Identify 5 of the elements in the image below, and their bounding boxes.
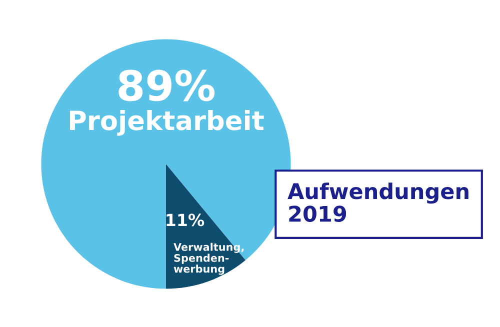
- text: Aufwendungen 2019: [288, 182, 468, 222]
- data-label: 89%: [118, 70, 215, 102]
- slice-label: Projektarbeit: [70, 110, 264, 136]
- slice-label: Verwaltung, Spenden- werbung: [174, 242, 244, 275]
- data-label: 11%: [166, 214, 204, 226]
